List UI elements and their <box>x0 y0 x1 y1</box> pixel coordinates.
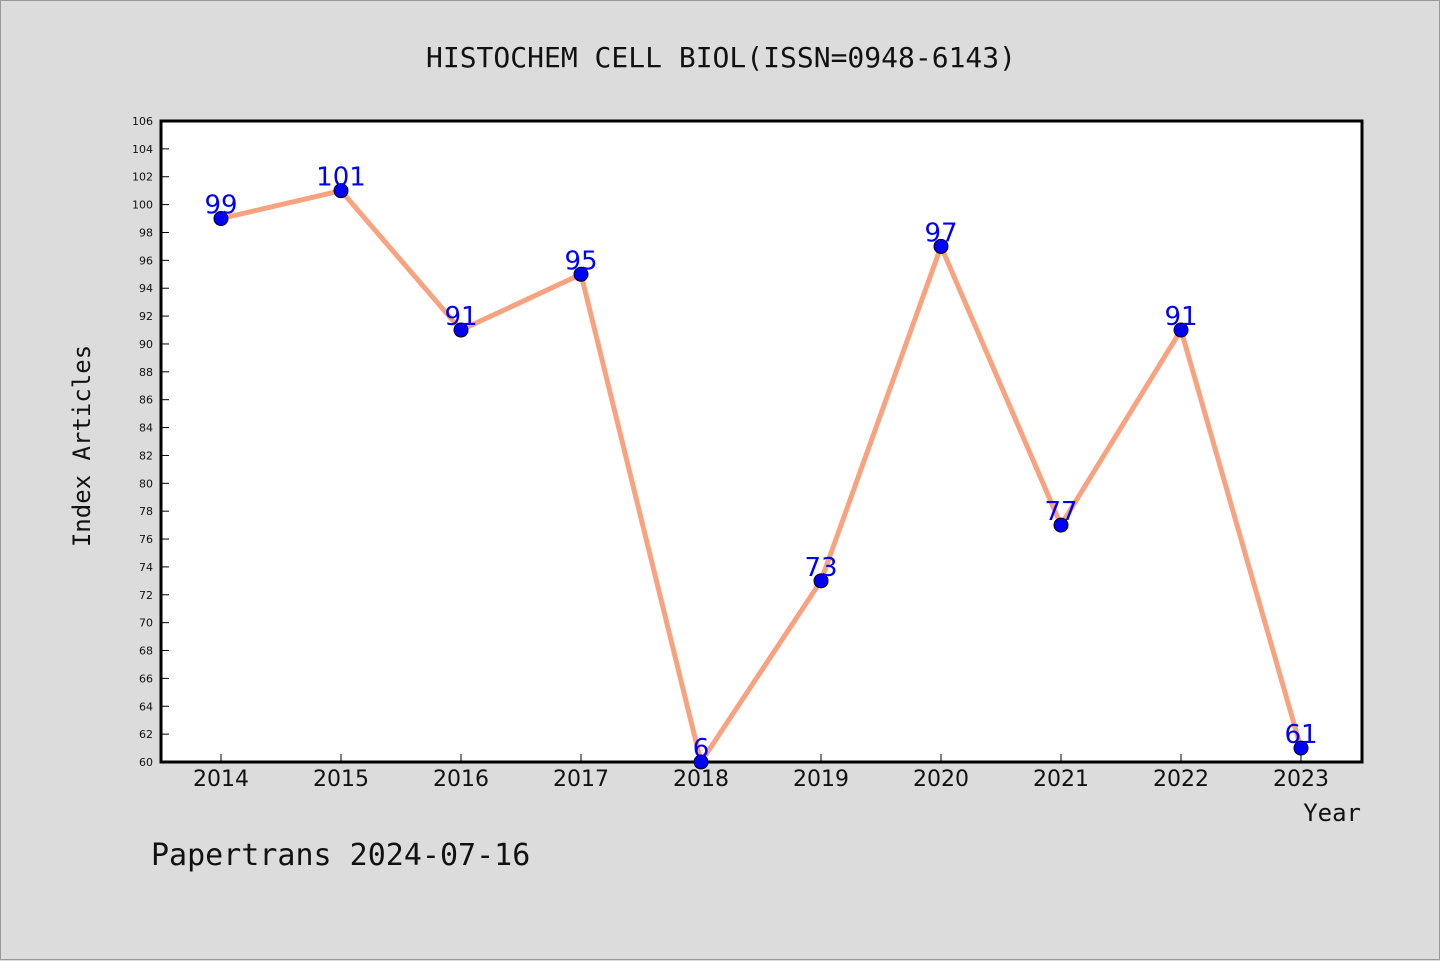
data-label: 6 <box>693 734 710 764</box>
data-point <box>333 183 349 199</box>
y-tick-label: 90 <box>139 338 153 351</box>
series-line <box>220 188 1304 765</box>
data-point <box>1173 322 1189 338</box>
data-label: 73 <box>804 553 837 583</box>
y-tick-label: 100 <box>132 199 153 212</box>
y-tick-label: 70 <box>139 617 153 630</box>
y-tick-label: 96 <box>139 254 153 267</box>
x-tick-label: 2022 <box>1153 767 1209 792</box>
y-tick-label: 92 <box>139 310 153 323</box>
y-tick-label: 84 <box>139 422 153 435</box>
y-tick-label: 66 <box>139 672 153 685</box>
y-tick-label: 104 <box>132 143 153 156</box>
data-point <box>573 266 589 282</box>
y-axis-label: Index Articles <box>68 345 96 547</box>
data-label: 91 <box>1164 302 1197 332</box>
y-tick-label: 72 <box>139 589 153 602</box>
data-point <box>693 754 709 770</box>
y-tick-label: 88 <box>139 366 153 379</box>
data-point <box>453 322 469 338</box>
data-labels: 99 101 91 95 6 73 97 77 91 61 <box>204 163 1317 764</box>
series-markers <box>213 183 1309 770</box>
data-point <box>213 211 229 227</box>
data-point <box>1293 740 1309 756</box>
x-tick-label: 2015 <box>313 767 369 792</box>
plot-area <box>159 119 1364 764</box>
x-tick-label: 2023 <box>1273 767 1329 792</box>
x-tick-label: 2017 <box>553 767 609 792</box>
x-tick-label: 2018 <box>673 767 729 792</box>
data-label: 91 <box>444 302 477 332</box>
data-label: 101 <box>316 163 366 193</box>
y-tick-label: 60 <box>139 756 153 769</box>
data-label: 97 <box>924 218 957 248</box>
y-tick-label: 82 <box>139 449 153 462</box>
data-point <box>813 573 829 589</box>
y-tick-label: 78 <box>139 505 153 518</box>
y-tick-label: 102 <box>132 171 153 184</box>
data-label: 61 <box>1284 720 1317 750</box>
y-tick-label: 94 <box>139 282 153 295</box>
x-tick-label: 2020 <box>913 767 969 792</box>
data-label: 99 <box>204 191 237 221</box>
x-tick-label: 2021 <box>1033 767 1089 792</box>
chart-title: HISTOCHEM CELL BIOL(ISSN=0948-6143) <box>426 41 1016 74</box>
y-tick-label: 106 <box>132 115 153 128</box>
x-axis-label: Year <box>1303 799 1361 827</box>
y-tick-label: 68 <box>139 645 153 658</box>
footer-text: Papertrans 2024-07-16 <box>151 838 530 873</box>
data-label: 95 <box>564 246 597 276</box>
x-tick-label: 2014 <box>193 767 249 792</box>
x-tick-label: 2016 <box>433 767 489 792</box>
y-tick-label: 80 <box>139 477 153 490</box>
x-axis: 2014 2015 2016 2017 2018 2019 2020 2021 2022 2023 <box>193 754 1329 792</box>
y-tick-label: 74 <box>139 561 153 574</box>
y-tick-label: 64 <box>139 700 153 713</box>
data-point <box>933 238 949 254</box>
data-label: 77 <box>1044 497 1077 527</box>
data-point <box>1053 517 1069 533</box>
y-tick-label: 86 <box>139 394 153 407</box>
y-axis: 60 62 64 66 68 70 72 74 76 78 80 82 84 86 88 90 92 94 96 98… <box>132 115 169 769</box>
y-tick-label: 98 <box>139 226 153 239</box>
y-tick-label: 76 <box>139 533 153 546</box>
x-tick-label: 2019 <box>793 767 849 792</box>
y-tick-label: 62 <box>139 728 153 741</box>
